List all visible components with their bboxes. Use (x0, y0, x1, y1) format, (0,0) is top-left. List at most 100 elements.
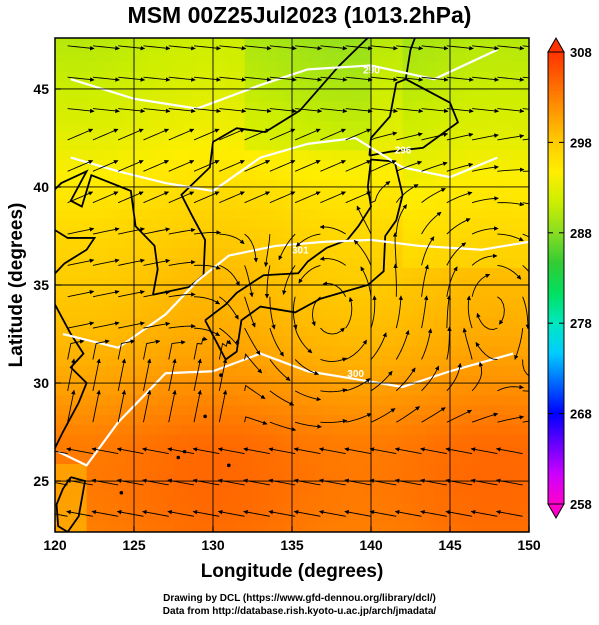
field-cell (70, 296, 80, 308)
field-cell (110, 482, 119, 494)
field-cell (402, 159, 412, 170)
field-cell (70, 512, 80, 523)
field-cell (315, 110, 325, 121)
field-cell (513, 286, 522, 298)
field-cell (481, 296, 491, 308)
field-cell (450, 277, 459, 288)
field-cell (244, 463, 254, 474)
field-cell (457, 218, 467, 229)
field-cell (457, 463, 467, 474)
field-cell (118, 286, 127, 298)
field-cell (457, 404, 467, 415)
field-cell (260, 306, 269, 317)
field-cell (173, 208, 182, 219)
field-cell (197, 286, 206, 298)
field-cell (465, 257, 475, 268)
streamline (360, 266, 372, 297)
field-cell (94, 286, 103, 298)
field-cell (473, 463, 483, 474)
field-cell (244, 100, 254, 112)
field-cell (149, 433, 159, 445)
field-cell (94, 365, 103, 376)
field-cell (465, 81, 475, 92)
streamline (168, 160, 195, 172)
field-cell (94, 38, 103, 43)
streamline (320, 108, 348, 114)
field-cell (149, 492, 159, 504)
field-cell (331, 365, 340, 376)
field-cell (378, 110, 388, 121)
streamline (67, 389, 76, 423)
field-cell (363, 394, 372, 406)
field-cell (78, 492, 88, 504)
field-cell (78, 120, 88, 131)
field-cell (457, 296, 467, 308)
field-cell (497, 296, 506, 308)
streamline (497, 45, 525, 51)
field-cell (473, 41, 483, 53)
field-cell (347, 512, 356, 523)
field-cell (450, 306, 459, 317)
field-cell (102, 71, 111, 82)
field-cell (260, 345, 269, 357)
field-cell (418, 188, 427, 200)
field-cell (94, 326, 103, 337)
field-cell (315, 404, 325, 415)
field-cell (355, 433, 364, 445)
field-cell (497, 179, 506, 190)
field-cell (86, 218, 96, 229)
field-cell (126, 463, 135, 474)
field-cell (505, 247, 514, 259)
field-cell (513, 463, 522, 474)
field-cell (189, 502, 198, 513)
field-cell (149, 149, 159, 161)
field-cell (268, 482, 277, 494)
streamline (168, 358, 177, 391)
field-cell (78, 414, 88, 425)
field-cell (299, 90, 309, 102)
field-cell (450, 296, 459, 308)
field-cell (110, 306, 119, 317)
field-cell (465, 149, 475, 161)
field-cell (70, 257, 80, 268)
field-cell (62, 237, 72, 249)
field-cell (102, 208, 111, 219)
field-cell (323, 335, 333, 347)
field-cell (70, 522, 80, 532)
field-cell (213, 179, 222, 190)
field-cell (394, 41, 404, 53)
field-cell (418, 90, 427, 102)
field-cell (268, 90, 277, 102)
field-cell (134, 492, 143, 504)
field-cell (149, 365, 159, 376)
island (176, 455, 181, 460)
field-cell (505, 522, 514, 532)
field-cell (355, 492, 364, 504)
streamline (167, 509, 195, 517)
field-cell (489, 51, 498, 63)
field-cell (323, 51, 333, 63)
field-cell (347, 90, 356, 102)
field-cell (220, 228, 230, 239)
field-cell (78, 424, 88, 435)
streamline (143, 191, 169, 204)
field-cell (505, 453, 514, 464)
field-cell (236, 473, 246, 484)
field-cell (228, 316, 238, 327)
field-cell (55, 41, 64, 53)
field-cell (513, 100, 522, 112)
field-cell (118, 169, 127, 180)
field-cell (126, 237, 135, 249)
field-cell (465, 414, 475, 425)
field-cell (102, 286, 111, 298)
streamline (218, 339, 232, 360)
field-cell (118, 139, 127, 151)
field-cell (410, 365, 419, 376)
field-cell (244, 316, 254, 327)
field-cell (220, 188, 230, 200)
field-cell (418, 522, 427, 532)
field-cell (110, 424, 119, 435)
field-cell (284, 139, 293, 151)
field-cell (205, 257, 214, 268)
field-cell (418, 169, 427, 180)
